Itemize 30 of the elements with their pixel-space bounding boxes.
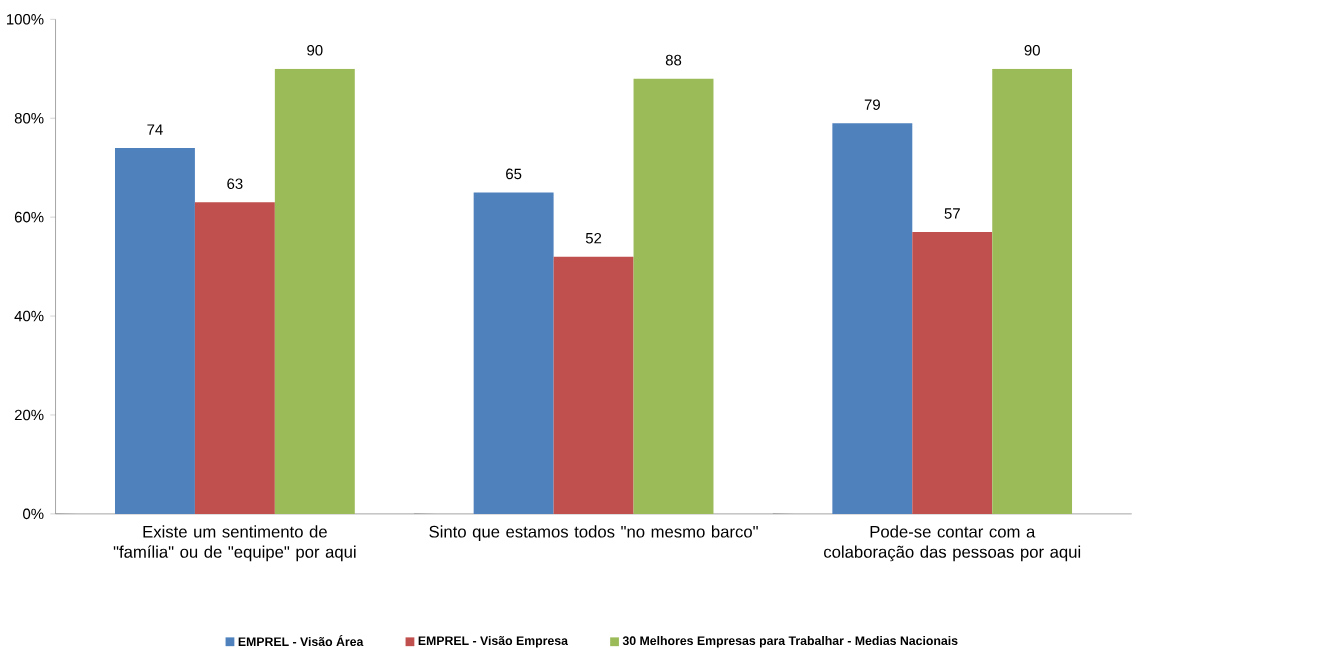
bar [832, 123, 913, 515]
bar [633, 78, 714, 515]
bar [194, 202, 275, 515]
bar [553, 256, 634, 515]
data-label: 63 [227, 178, 243, 190]
bar [912, 232, 993, 515]
data-label: 90 [1024, 45, 1040, 56]
y-tick-label: 0% [23, 508, 44, 520]
bar [274, 68, 355, 515]
data-label: 52 [585, 233, 602, 244]
data-label: 65 [506, 168, 522, 180]
legend-label: EMPREL - Visão Empresa [418, 636, 569, 648]
y-tick-label: 60% [14, 212, 44, 223]
data-label: 57 [944, 208, 960, 219]
y-tick-label: 20% [14, 409, 44, 421]
x-tick-label: Sinto que estamos todos "no mesmo barco" [429, 525, 758, 542]
bar [114, 148, 195, 515]
y-tick-label: 80% [14, 113, 44, 124]
bar [473, 192, 554, 515]
x-tick-label: Existe um sentimento de "família" ou de "equipe" por aqui [113, 525, 356, 562]
data-label: 88 [665, 55, 682, 66]
x-tick-label: Pode-se contar com a colaboração das pessoas por aqui [824, 525, 1081, 562]
legend-label: EMPREL - Visão Área [238, 635, 364, 647]
y-tick-label: 100% [6, 14, 44, 25]
legend-label: 30 Melhores Empresas para Trabalhar - Medias Nacionais [622, 636, 958, 648]
y-tick-label: 40% [14, 311, 44, 322]
bar [992, 68, 1073, 515]
data-label: 79 [864, 99, 880, 111]
data-label: 90 [307, 45, 323, 56]
data-label: 74 [147, 124, 163, 135]
